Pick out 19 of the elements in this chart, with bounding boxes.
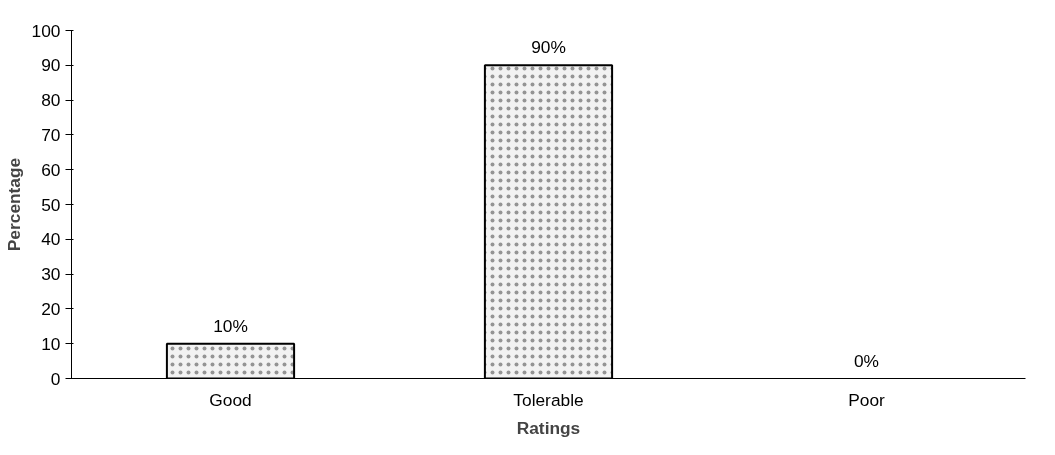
x-tick-label: Poor — [848, 389, 886, 410]
y-tick-label: 30 — [41, 264, 61, 285]
x-tick-label: Good — [209, 389, 252, 410]
y-axis-title: Percentage — [3, 157, 24, 252]
data-label: 10% — [213, 315, 248, 336]
x-tick-label: Tolerable — [513, 389, 584, 410]
data-label: 0% — [853, 350, 880, 371]
data-label: 90% — [531, 37, 566, 58]
y-tick-label: 70 — [41, 124, 61, 145]
y-tick-label: 40 — [41, 229, 61, 250]
y-tick-label: 10 — [41, 333, 61, 354]
y-tick-label: 20 — [41, 298, 61, 319]
y-tick-label: 0 — [50, 368, 61, 389]
y-tick-label: 50 — [41, 194, 61, 215]
y-tick-label: 90 — [41, 55, 61, 76]
x-axis-title: Ratings — [516, 417, 581, 438]
y-tick-label: 60 — [41, 159, 61, 180]
y-tick-label: 100 — [31, 20, 61, 41]
y-tick-label: 80 — [41, 90, 61, 111]
